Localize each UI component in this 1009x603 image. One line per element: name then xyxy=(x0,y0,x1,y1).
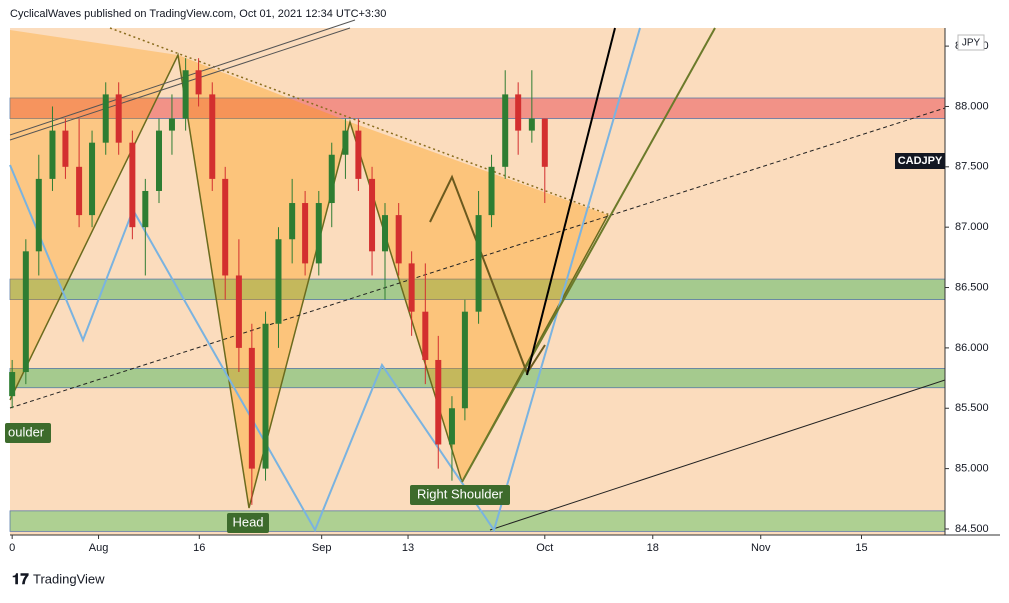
candle-body xyxy=(262,323,269,469)
candle-body xyxy=(168,118,175,131)
projection-line xyxy=(9,27,641,533)
candle-body xyxy=(328,154,335,204)
trend-line xyxy=(9,19,356,136)
candle-body xyxy=(515,94,522,131)
trend-line xyxy=(489,379,946,531)
channel-line xyxy=(461,27,716,483)
candle-body xyxy=(422,311,429,360)
candle-body xyxy=(541,118,548,167)
candle-body xyxy=(142,190,149,228)
annotation: Right Shoulder xyxy=(417,486,504,501)
candle-body xyxy=(435,359,442,445)
symbol: CADJPY xyxy=(898,155,943,167)
candle-body xyxy=(488,166,495,216)
currency-box xyxy=(957,34,985,51)
trend-line xyxy=(9,27,351,141)
candle-body xyxy=(49,130,56,179)
candle-body xyxy=(89,142,96,216)
symbol-tag xyxy=(895,153,945,169)
y-tick-label: 86.500 xyxy=(955,281,989,293)
label-box xyxy=(410,485,510,505)
x-tick-label: Sep xyxy=(312,542,332,554)
candle-body xyxy=(222,178,229,276)
candle-body xyxy=(355,130,362,179)
label-box xyxy=(5,423,51,443)
candle-body xyxy=(195,70,202,95)
candle-body xyxy=(129,142,136,228)
candle-body xyxy=(502,94,509,167)
candle-body xyxy=(155,130,162,191)
candle-body xyxy=(76,166,83,216)
x-tick-label: Aug xyxy=(89,542,109,554)
currency: JPY xyxy=(962,38,981,49)
neckline xyxy=(109,27,611,216)
x-tick-label: 13 xyxy=(402,542,414,554)
y-tick-label: 87.500 xyxy=(955,161,989,173)
candle-body xyxy=(62,130,69,167)
candle-body xyxy=(102,94,109,143)
candle-body xyxy=(275,239,282,324)
candle-body xyxy=(302,203,309,264)
header: CyclicalWaves published on TradingView.c… xyxy=(10,8,386,20)
price-axis xyxy=(945,28,1000,535)
y-tick-label: 87.000 xyxy=(955,221,989,233)
logo: 𝟏𝟕 xyxy=(12,571,29,588)
candle-body xyxy=(235,275,242,348)
candle-body xyxy=(342,130,349,155)
x-tick-label: Nov xyxy=(751,542,771,554)
x-tick-label: 16 xyxy=(193,542,205,554)
x-tick-label: 18 xyxy=(647,542,659,554)
candle-body xyxy=(315,203,322,264)
shape xyxy=(178,55,350,508)
candle-body xyxy=(408,263,415,312)
y-tick-label: 86.000 xyxy=(955,342,989,354)
candle-body xyxy=(448,408,455,445)
candle-body xyxy=(475,215,482,312)
y-tick-label: 84.500 xyxy=(955,523,989,535)
candle-body xyxy=(209,94,216,179)
candle-body xyxy=(461,311,468,409)
candle-body xyxy=(115,94,122,143)
x-tick-label: 15 xyxy=(855,542,867,554)
y-tick-label: 88.000 xyxy=(955,100,989,112)
annotation: Head xyxy=(232,514,263,529)
zigzag xyxy=(429,174,546,376)
candle-body xyxy=(528,118,535,131)
candle-body xyxy=(369,178,376,252)
zone xyxy=(9,510,946,532)
candle-body xyxy=(248,347,255,469)
projection-line xyxy=(526,27,616,376)
candle-body xyxy=(35,178,42,252)
candle-body xyxy=(22,251,29,373)
x-tick-label: Oct xyxy=(536,542,553,554)
candle-body xyxy=(395,215,402,264)
footer: TradingView xyxy=(33,571,105,586)
candle-body xyxy=(382,215,389,252)
candle-body xyxy=(9,372,16,397)
y-tick-label: 85.000 xyxy=(955,463,989,475)
label-box xyxy=(227,513,269,533)
annotation: oulder xyxy=(8,424,45,439)
candle-body xyxy=(289,203,296,240)
x-tick-label: 0 xyxy=(9,542,15,554)
y-tick-label: 85.500 xyxy=(955,402,989,414)
candle-body xyxy=(182,70,189,119)
